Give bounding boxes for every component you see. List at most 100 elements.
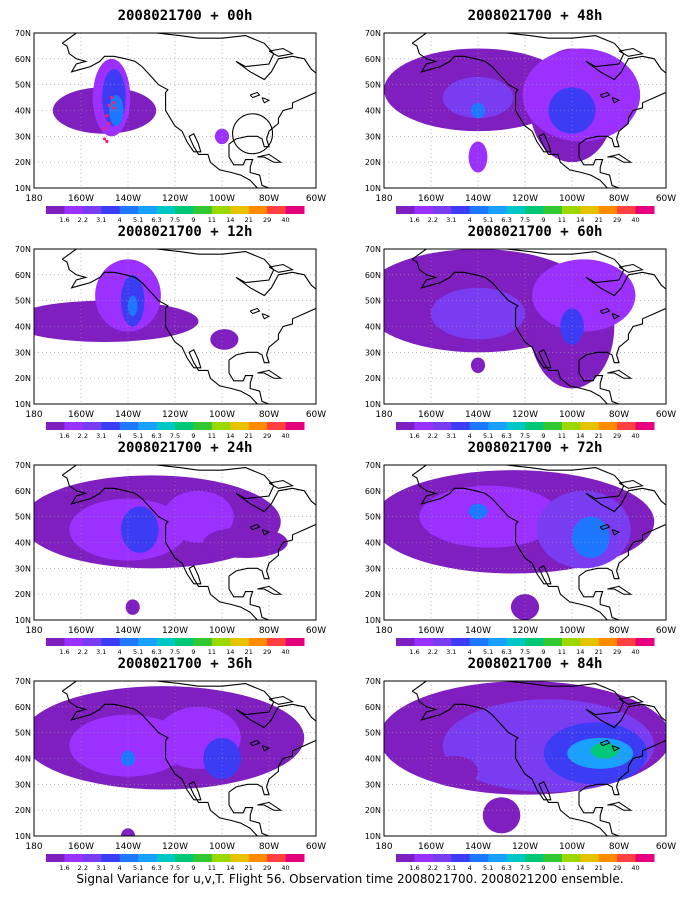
lon-tick-label: 160W xyxy=(418,842,444,852)
lon-tick-label: 100W xyxy=(559,194,585,204)
panel-title: 2008021700 + 12h xyxy=(117,224,253,240)
colorbar-swatch xyxy=(119,206,139,214)
coastline xyxy=(61,33,316,188)
lat-tick-label: 20N xyxy=(15,806,31,815)
colorbar-swatch xyxy=(617,638,637,646)
lon-tick-label: 120W xyxy=(512,410,538,420)
lon-tick-label: 120W xyxy=(162,626,188,636)
lat-tick-label: 70N xyxy=(15,677,31,686)
lat-tick-label: 10N xyxy=(15,832,31,841)
colorbar-label: 6.3 xyxy=(501,432,511,439)
colorbar-swatch xyxy=(543,206,563,214)
colorbar-label: 14 xyxy=(576,648,584,655)
panel-00h: 2008021700 + 00h 70N 60N 50N 40N 30N 20N 10N 180… xyxy=(0,8,330,223)
colorbar-swatch xyxy=(175,422,194,430)
colorbar-label: 7.5 xyxy=(170,648,180,655)
colorbar-label: 11 xyxy=(208,432,216,439)
colorbar-swatch xyxy=(617,206,637,214)
colorbar-swatch xyxy=(138,422,158,430)
colorbar-swatch xyxy=(46,638,65,646)
colorbar-swatch xyxy=(561,206,581,214)
colorbar-label: 11 xyxy=(558,864,566,871)
colorbar-swatch xyxy=(635,638,655,646)
lon-tick-label: 160W xyxy=(418,194,444,204)
colorbar-swatch xyxy=(617,854,637,862)
lat-tick-label: 50N xyxy=(365,513,381,522)
colorbar-label: 21 xyxy=(245,216,253,223)
colorbar-swatch xyxy=(635,422,655,430)
variance-contour xyxy=(120,828,136,836)
colorbar-label: 1.6 xyxy=(59,864,69,871)
lat-tick-label: 10N xyxy=(365,400,381,409)
variance-contour xyxy=(109,95,124,126)
panel-title: 2008021700 + 24h xyxy=(117,440,253,456)
colorbar-swatch xyxy=(156,422,176,430)
colorbar-swatch xyxy=(414,638,434,646)
colorbar-label: 21 xyxy=(245,648,253,655)
colorbar-swatch xyxy=(432,854,452,862)
colorbar-swatch xyxy=(267,638,287,646)
lat-tick-label: 60N xyxy=(15,487,31,496)
figure-caption: Signal Variance for u,v,T. Flight 56. Ob… xyxy=(76,872,624,886)
colorbar-label: 21 xyxy=(595,864,603,871)
colorbar-swatch xyxy=(267,422,287,430)
colorbar-label: 2.2 xyxy=(428,216,438,223)
colorbar-swatch xyxy=(248,206,268,214)
colorbar-swatch xyxy=(543,422,563,430)
colorbar-label: 40 xyxy=(281,216,289,223)
lat-tick-label: 20N xyxy=(365,590,381,599)
colorbar-label: 14 xyxy=(226,648,234,655)
lon-tick-label: 140W xyxy=(465,410,491,420)
colorbar-label: 4 xyxy=(118,864,122,871)
colorbar-label: 2.2 xyxy=(78,216,88,223)
lat-tick-label: 10N xyxy=(15,400,31,409)
lon-tick-label: 140W xyxy=(465,194,491,204)
colorbar-label: 7.5 xyxy=(170,864,180,871)
colorbar-label: 4 xyxy=(468,864,472,871)
variance-contour xyxy=(120,506,159,553)
colorbar-swatch xyxy=(580,206,600,214)
lon-tick-label: 160W xyxy=(418,626,444,636)
colorbar-swatch xyxy=(396,422,415,430)
lon-tick-label: 140W xyxy=(465,626,491,636)
colorbar-swatch xyxy=(211,422,231,430)
colorbar-swatch xyxy=(635,854,655,862)
colorbar-swatch xyxy=(617,422,637,430)
coastline xyxy=(61,690,259,836)
colorbar-swatch xyxy=(598,638,618,646)
lat-tick-label: 50N xyxy=(15,297,31,306)
colorbar-label: 21 xyxy=(595,432,603,439)
colorbar-swatch xyxy=(82,854,102,862)
variance-contour xyxy=(203,527,288,558)
colorbar-label: 4 xyxy=(468,432,472,439)
lon-tick-label: 120W xyxy=(162,410,188,420)
colorbar-label: 7.5 xyxy=(520,864,530,871)
lat-tick-label: 70N xyxy=(365,461,381,470)
panel-84h: 2008021700 + 84h 70N 60N 50N 40N 30N 20N 10N 180… xyxy=(350,656,680,871)
colorbar-swatch xyxy=(267,206,287,214)
panel-72h: 2008021700 + 72h 70N 60N 50N 40N 30N 20N 10N 180… xyxy=(350,440,680,655)
colorbar-label: 6.3 xyxy=(151,432,161,439)
observation-point xyxy=(109,95,114,100)
coastline xyxy=(411,42,609,188)
panel-title: 2008021700 + 00h xyxy=(117,8,253,24)
colorbar-swatch xyxy=(396,638,415,646)
lat-tick-label: 50N xyxy=(15,729,31,738)
lon-tick-label: 60W xyxy=(656,410,676,420)
colorbar-swatch xyxy=(561,854,581,862)
colorbar-label: 29 xyxy=(613,432,621,439)
colorbar-swatch xyxy=(598,206,618,214)
lat-tick-label: 60N xyxy=(365,703,381,712)
lat-tick-label: 20N xyxy=(365,374,381,383)
lon-tick-label: 140W xyxy=(115,194,141,204)
lat-tick-label: 10N xyxy=(365,184,381,193)
colorbar-swatch xyxy=(248,854,268,862)
colorbar-label: 21 xyxy=(595,216,603,223)
colorbar-swatch xyxy=(119,854,139,862)
colorbar-swatch xyxy=(469,854,489,862)
colorbar-swatch xyxy=(64,206,84,214)
panel-title: 2008021700 + 84h xyxy=(467,656,603,672)
colorbar-swatch xyxy=(414,422,434,430)
variance-contour xyxy=(470,102,486,119)
lon-tick-label: 80W xyxy=(609,410,629,420)
